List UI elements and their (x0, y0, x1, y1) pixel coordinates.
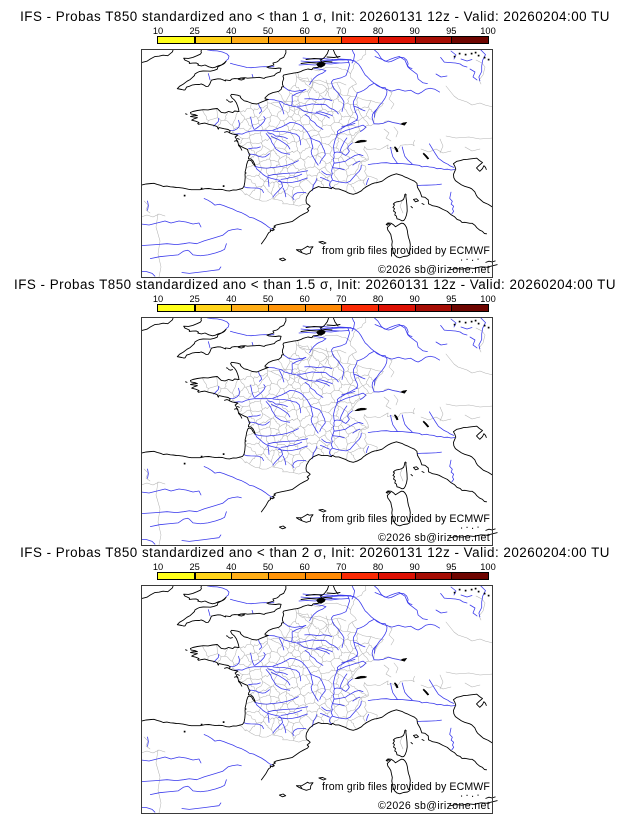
svg-text:©2026 sb@irizone.net: ©2026 sb@irizone.net (378, 532, 490, 544)
svg-text:©2026 sb@irizone.net: ©2026 sb@irizone.net (378, 264, 490, 276)
svg-text:from grib files provided by EC: from grib files provided by ECMWF (322, 245, 490, 257)
svg-text:from grib files provided by EC: from grib files provided by ECMWF (322, 781, 490, 793)
svg-text:©2026 sb@irizone.net: ©2026 sb@irizone.net (378, 800, 490, 812)
svg-text:from grib files provided by EC: from grib files provided by ECMWF (322, 513, 490, 525)
